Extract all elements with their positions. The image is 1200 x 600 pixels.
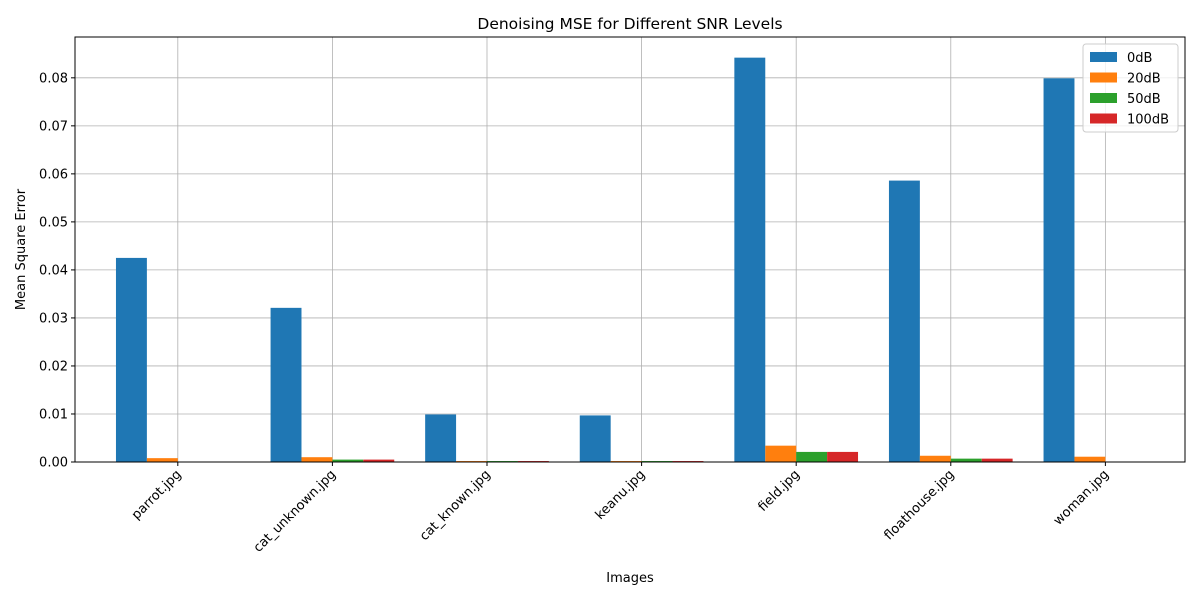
legend-label-20dB: 20dB (1127, 72, 1161, 87)
y-tick-label: 0.04 (39, 263, 68, 278)
legend-label-0dB: 0dB (1127, 51, 1152, 66)
y-tick-label: 0.02 (39, 359, 68, 374)
bar-100dB-floathouse.jpg (981, 458, 1013, 462)
y-axis-label: Mean Square Error (14, 188, 29, 310)
bar-0dB-parrot.jpg (115, 257, 147, 462)
legend: 0dB 20dB 50dB 100dB (1082, 43, 1179, 133)
legend-swatch-20dB (1090, 72, 1117, 83)
y-tick-label: 0.08 (39, 71, 68, 86)
bar-0dB-cat_unknown.jpg (270, 307, 302, 462)
y-tick-label: 0.03 (39, 311, 68, 326)
bar-0dB-woman.jpg (1043, 78, 1075, 462)
y-tick-label: 0.06 (39, 167, 68, 182)
bar-0dB-keanu.jpg (579, 415, 611, 462)
y-tick-label: 0.00 (39, 456, 68, 471)
bar-20dB-parrot.jpg (146, 458, 178, 462)
chart-title: Denoising MSE for Different SNR Levels (477, 15, 782, 33)
bar-20dB-cat_unknown.jpg (301, 457, 333, 462)
legend-box (1082, 43, 1179, 133)
plot-frame (74, 36, 1186, 463)
y-tick-label: 0.01 (39, 407, 68, 422)
bar-50dB-cat_unknown.jpg (332, 459, 364, 462)
bar-20dB-floathouse.jpg (919, 455, 951, 462)
bar-100dB-cat_unknown.jpg (363, 459, 395, 462)
grid-lines (75, 37, 1185, 463)
y-tick-label: 0.07 (39, 119, 68, 134)
legend-swatch-100dB (1090, 113, 1117, 124)
y-axis-ticks: 0.00 0.01 0.02 0.03 0.04 0.05 0.06 0.07 0.08 (39, 71, 75, 471)
bar-0dB-cat_known.jpg (425, 414, 457, 462)
legend-swatch-0dB (1090, 52, 1117, 62)
bar-0dB-floathouse.jpg (888, 180, 920, 462)
bar-100dB-field.jpg (827, 451, 859, 462)
bar-50dB-floathouse.jpg (950, 458, 982, 462)
legend-label-100dB: 100dB (1127, 113, 1169, 128)
legend-label-50dB: 50dB (1127, 92, 1161, 107)
bar-20dB-field.jpg (765, 445, 797, 462)
bar-50dB-field.jpg (796, 451, 828, 462)
bar-20dB-woman.jpg (1074, 456, 1106, 462)
y-tick-label: 0.05 (39, 215, 68, 230)
legend-swatch-50dB (1090, 93, 1117, 103)
bar-0dB-field.jpg (734, 57, 766, 462)
x-axis-label: Images (606, 571, 654, 586)
bars (115, 57, 1106, 462)
